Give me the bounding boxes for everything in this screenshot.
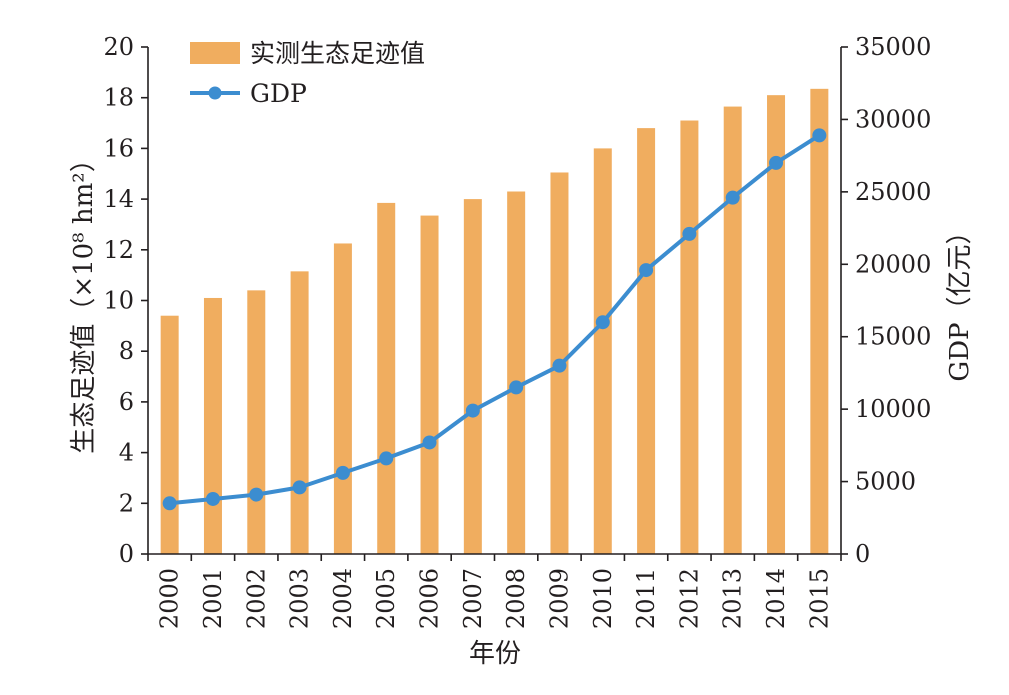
bar-2011 <box>637 128 656 554</box>
x-tick-label: 2000 <box>156 568 184 629</box>
gdp-point-2000 <box>162 496 177 511</box>
right-y-tick-label: 35000 <box>855 33 931 61</box>
legend-bar-label: 实测生态足迹值 <box>250 39 425 68</box>
x-tick-label: 2008 <box>502 568 530 629</box>
right-y-tick-label: 20000 <box>855 250 931 278</box>
left-y-tick-label: 14 <box>103 185 134 213</box>
gdp-point-2011 <box>639 263 654 278</box>
x-tick-label: 2005 <box>372 568 400 629</box>
x-tick-label: 2011 <box>632 568 660 629</box>
bars-layer <box>160 88 829 555</box>
gdp-point-2004 <box>335 465 350 480</box>
gdp-point-2015 <box>812 128 827 143</box>
bar-2006 <box>420 215 439 554</box>
line-layer <box>162 128 827 511</box>
x-tick-label: 2006 <box>416 568 444 629</box>
legend-bar-swatch <box>190 42 240 64</box>
left-y-tick-label: 16 <box>103 134 134 162</box>
bar-2003 <box>290 271 309 554</box>
x-tick-label: 2010 <box>589 568 617 629</box>
legend-line-label: GDP <box>250 79 307 108</box>
gdp-point-2001 <box>205 491 220 506</box>
bar-2015 <box>810 88 829 554</box>
left-y-tick-label: 2 <box>119 489 134 517</box>
legend-line-marker <box>208 86 222 100</box>
x-tick-label: 2015 <box>805 568 833 629</box>
left-y-tick-label: 18 <box>103 84 134 112</box>
left-y-tick-label: 12 <box>103 236 134 264</box>
gdp-line <box>169 133 821 506</box>
right-y-tick-label: 25000 <box>855 178 931 206</box>
x-tick-label: 2001 <box>199 568 227 629</box>
right-y-axis-title: GDP（亿元） <box>945 218 975 381</box>
bar-2001 <box>203 297 222 554</box>
x-axis-title: 年份 <box>469 639 521 669</box>
x-tick-label: 2003 <box>286 568 314 629</box>
gdp-point-2012 <box>682 226 697 241</box>
x-tick-label: 2014 <box>762 568 790 629</box>
bar-2007 <box>463 199 482 554</box>
x-tick-label: 2002 <box>242 568 270 629</box>
left-y-tick-label: 10 <box>103 287 134 315</box>
bar-2005 <box>377 202 396 554</box>
x-tick-label: 2009 <box>545 568 573 629</box>
gdp-point-2008 <box>509 380 524 395</box>
right-y-tick-label: 30000 <box>855 105 931 133</box>
gdp-point-2003 <box>292 480 307 495</box>
bar-2012 <box>680 120 699 554</box>
x-tick-label: 2007 <box>459 568 487 629</box>
right-y-tick-label: 5000 <box>855 468 916 496</box>
bar-2002 <box>247 290 266 554</box>
left-y-axis-title: 生态足迹值（×10⁸ hm²） <box>69 146 99 453</box>
gdp-point-2009 <box>552 358 567 373</box>
gdp-point-2002 <box>249 487 264 502</box>
gdp-point-2006 <box>422 435 437 450</box>
left-y-tick-label: 20 <box>103 33 134 61</box>
ticks-layer: 0 2 4 6 8 10 12 14 16 18 20 0 5000 10000 15000 20000 250… <box>103 33 931 629</box>
right-y-tick-label: 0 <box>855 540 870 568</box>
left-y-tick-label: 4 <box>119 439 134 467</box>
right-y-tick-label: 10000 <box>855 395 931 423</box>
bar-2013 <box>723 106 742 554</box>
bar-2004 <box>333 243 352 554</box>
right-y-tick-label: 15000 <box>855 323 931 351</box>
legend: 实测生态足迹值 GDP <box>190 39 425 108</box>
bar-2014 <box>767 95 786 554</box>
gdp-point-2014 <box>769 155 784 170</box>
x-tick-label: 2013 <box>719 568 747 629</box>
x-tick-label: 2012 <box>675 568 703 629</box>
x-tick-label: 2004 <box>329 568 357 629</box>
left-y-tick-label: 8 <box>119 337 134 365</box>
gdp-point-2013 <box>725 190 740 205</box>
gdp-point-2010 <box>595 315 610 330</box>
bar-2000 <box>160 315 179 554</box>
left-y-tick-label: 6 <box>119 388 134 416</box>
left-y-tick-label: 0 <box>119 540 134 568</box>
bar-2008 <box>507 191 526 554</box>
gdp-point-2007 <box>465 403 480 418</box>
gdp-point-2005 <box>379 451 394 466</box>
bar-2010 <box>593 148 612 554</box>
